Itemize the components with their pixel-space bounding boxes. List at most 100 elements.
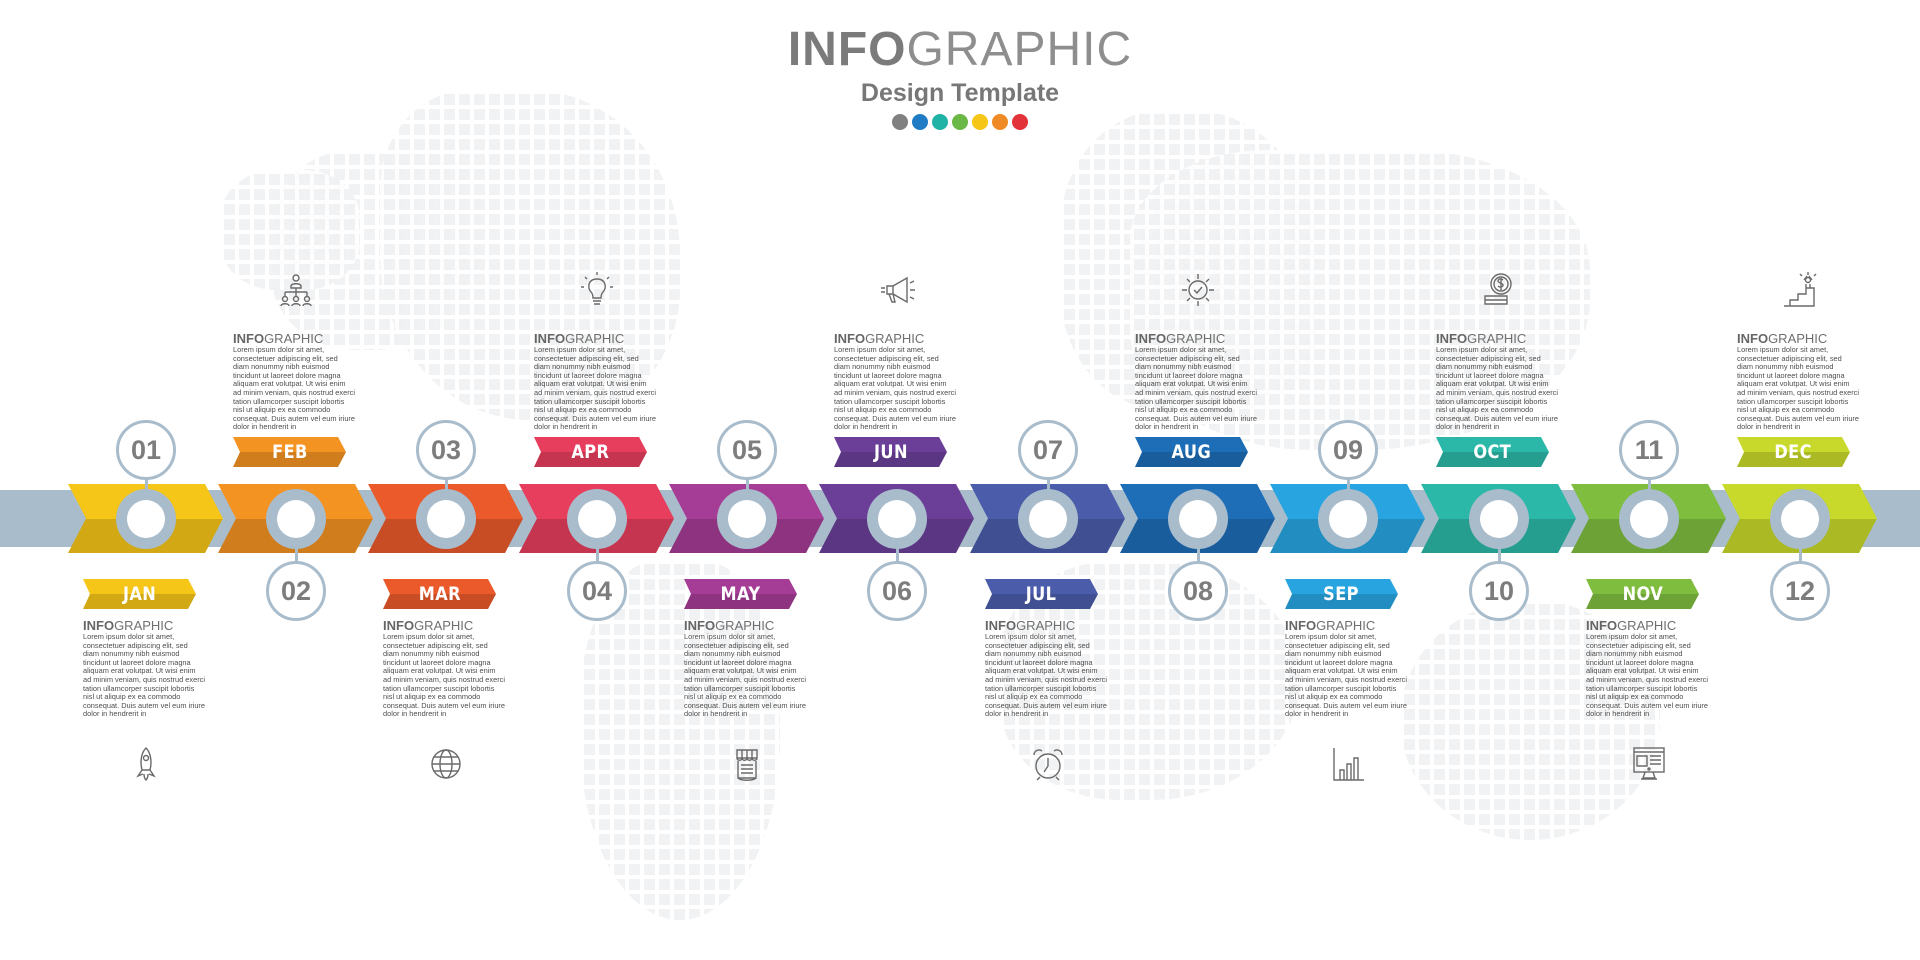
timeline-node (1770, 489, 1830, 549)
text-block: INFOGRAPHIC Lorem ipsum dolor sit amet, c… (383, 618, 505, 719)
color-dot (1012, 114, 1028, 130)
step-number-circle: 12 (1770, 561, 1830, 621)
timeline-node (416, 489, 476, 549)
color-dot (972, 114, 988, 130)
month-label-dec: DEC (1737, 437, 1850, 467)
connector-line (745, 478, 749, 492)
text-block-body: Lorem ipsum dolor sit amet, consectetuer… (684, 632, 807, 719)
heading-light: GRAPHIC (1166, 331, 1226, 347)
month-label-mar: MAR (383, 579, 496, 609)
step-number-circle: 09 (1318, 420, 1378, 480)
shop-icon (727, 744, 767, 784)
org-chart-icon (276, 270, 316, 310)
heading-light: GRAPHIC (565, 331, 625, 347)
heading-bold: INFO (1737, 331, 1769, 347)
month-label-text: APR (571, 441, 610, 463)
step-number-circle: 05 (717, 420, 777, 480)
step-number-circle: 10 (1469, 561, 1529, 621)
heading-bold: INFO (985, 618, 1017, 633)
connector-line (1196, 546, 1200, 562)
title-bold: INFO (787, 23, 907, 76)
connector-line (1497, 546, 1501, 562)
text-block: INFOGRAPHIC Lorem ipsum dolor sit amet, c… (1436, 331, 1558, 432)
text-block-heading: INFOGRAPHIC (83, 618, 205, 633)
month-label-jun: JUN (834, 437, 947, 467)
timeline-node (1018, 489, 1078, 549)
month-label-text: JUL (1026, 583, 1057, 605)
timeline-node (116, 489, 176, 549)
month-label-oct: OCT (1436, 437, 1549, 467)
heading-light: GRAPHIC (865, 331, 925, 347)
month-label-text: MAY (720, 583, 761, 605)
bar-chart-icon (1328, 744, 1368, 784)
lightbulb-icon (577, 270, 617, 310)
text-block-body: Lorem ipsum dolor sit amet, consectetuer… (985, 632, 1108, 719)
step-number-circle: 08 (1168, 561, 1228, 621)
timeline-node (717, 489, 777, 549)
timeline-node (266, 489, 326, 549)
heading-bold: INFO (233, 331, 265, 347)
text-block-heading: INFOGRAPHIC (1737, 331, 1859, 346)
month-label-apr: APR (534, 437, 647, 467)
color-dot (912, 114, 928, 130)
heading-light: GRAPHIC (114, 618, 174, 633)
heading-light: GRAPHIC (414, 618, 474, 633)
timeline-node (867, 489, 927, 549)
text-block-heading: INFOGRAPHIC (1436, 331, 1558, 346)
text-block: INFOGRAPHIC Lorem ipsum dolor sit amet, c… (834, 331, 956, 432)
timeline-node (1168, 489, 1228, 549)
connector-line (1647, 478, 1651, 492)
heading-light: GRAPHIC (1467, 331, 1527, 347)
timeline-node (1469, 489, 1529, 549)
text-block: INFOGRAPHIC Lorem ipsum dolor sit amet, c… (1135, 331, 1257, 432)
heading-bold: INFO (1135, 331, 1167, 347)
text-block: INFOGRAPHIC Lorem ipsum dolor sit amet, c… (233, 331, 355, 432)
heading-bold: INFO (834, 331, 866, 347)
connector-line (294, 546, 298, 562)
text-block-heading: INFOGRAPHIC (1586, 618, 1708, 633)
heading-bold: INFO (1436, 331, 1468, 347)
monitor-icon (1629, 744, 1669, 784)
connector-line (444, 478, 448, 492)
text-block-heading: INFOGRAPHIC (985, 618, 1107, 633)
heading-bold: INFO (383, 618, 415, 633)
color-dot (932, 114, 948, 130)
heading-bold: INFO (534, 331, 566, 347)
text-block-body: Lorem ipsum dolor sit amet, consectetuer… (1135, 345, 1258, 432)
title: INFOGRAPHIC (0, 22, 1920, 78)
megaphone-icon (877, 270, 917, 310)
month-label-text: FEB (271, 441, 308, 463)
text-block-body: Lorem ipsum dolor sit amet, consectetuer… (383, 632, 506, 719)
heading-bold: INFO (1285, 618, 1317, 633)
title-light: GRAPHIC (906, 23, 1133, 76)
timeline-node (1318, 489, 1378, 549)
color-dot (992, 114, 1008, 130)
alarm-clock-icon (1028, 744, 1068, 784)
month-label-nov: NOV (1586, 579, 1699, 609)
text-block-heading: INFOGRAPHIC (834, 331, 956, 346)
month-label-text: OCT (1473, 441, 1512, 463)
text-block: INFOGRAPHIC Lorem ipsum dolor sit amet, c… (985, 618, 1107, 719)
text-block: INFOGRAPHIC Lorem ipsum dolor sit amet, c… (684, 618, 806, 719)
text-block: INFOGRAPHIC Lorem ipsum dolor sit amet, c… (1586, 618, 1708, 719)
step-number-circle: 06 (867, 561, 927, 621)
text-block-body: Lorem ipsum dolor sit amet, consectetuer… (83, 632, 206, 719)
text-block-body: Lorem ipsum dolor sit amet, consectetuer… (834, 345, 957, 432)
color-dot (952, 114, 968, 130)
step-number-circle: 11 (1619, 420, 1679, 480)
text-block-heading: INFOGRAPHIC (233, 331, 355, 346)
text-block-body: Lorem ipsum dolor sit amet, consectetuer… (1737, 345, 1860, 432)
color-dots (0, 114, 1920, 130)
heading-light: GRAPHIC (264, 331, 324, 347)
text-block: INFOGRAPHIC Lorem ipsum dolor sit amet, c… (534, 331, 656, 432)
text-block-heading: INFOGRAPHIC (1135, 331, 1257, 346)
text-block: INFOGRAPHIC Lorem ipsum dolor sit amet, c… (1737, 331, 1859, 432)
month-label-text: MAR (418, 583, 461, 605)
text-block-body: Lorem ipsum dolor sit amet, consectetuer… (1436, 345, 1559, 432)
heading-light: GRAPHIC (1316, 618, 1376, 633)
text-block: INFOGRAPHIC Lorem ipsum dolor sit amet, c… (83, 618, 205, 719)
timeline-node (567, 489, 627, 549)
step-number-circle: 07 (1018, 420, 1078, 480)
step-number-circle: 02 (266, 561, 326, 621)
title-block: INFOGRAPHIC Design Template (0, 22, 1920, 130)
